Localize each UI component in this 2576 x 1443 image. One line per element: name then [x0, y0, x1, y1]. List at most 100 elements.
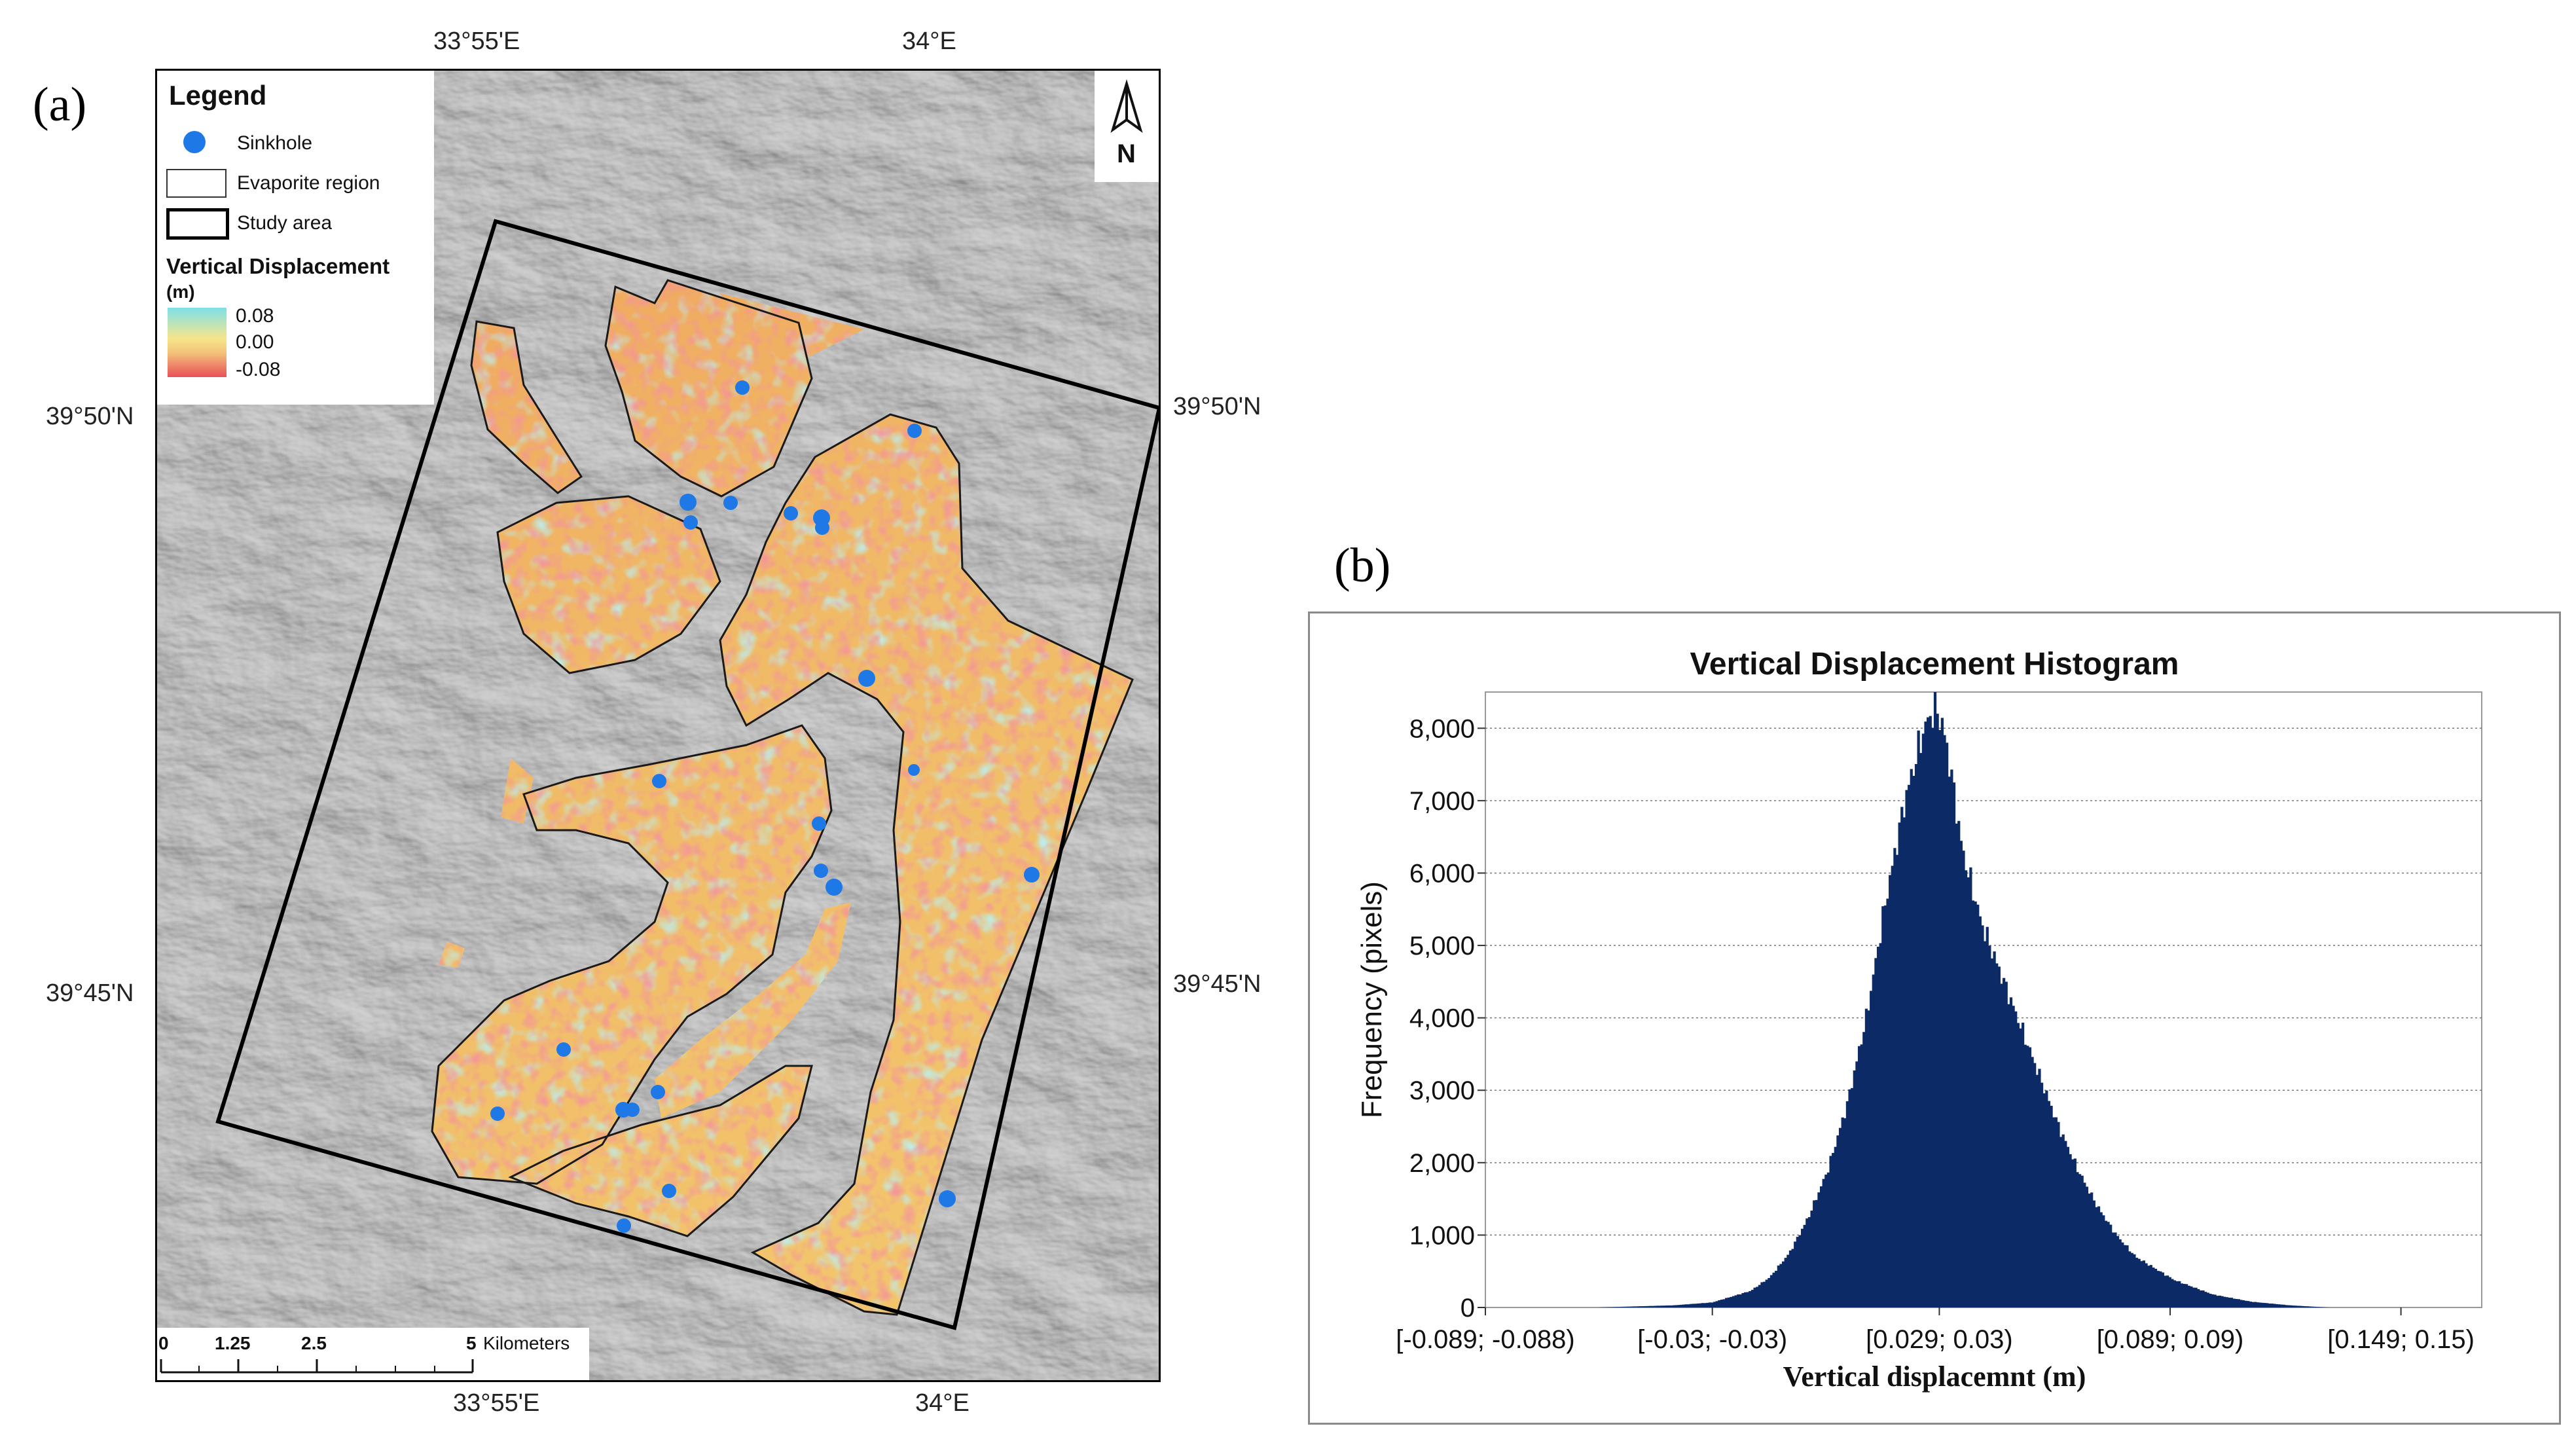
- histogram-bar: [1807, 1216, 1811, 1307]
- histogram-bar: [2298, 1306, 2302, 1307]
- histogram-bar: [2104, 1220, 2108, 1307]
- histogram-bar: [2059, 1137, 2063, 1307]
- histogram-bar: [1739, 1294, 1742, 1307]
- histogram-bar: [2171, 1279, 2174, 1307]
- histogram-bar: [1829, 1156, 1832, 1307]
- y-tick-label: 3,000: [1409, 1076, 1475, 1105]
- histogram-bar: [1777, 1265, 1780, 1307]
- histogram-bar: [2282, 1304, 2285, 1307]
- histogram-bar: [1720, 1300, 1723, 1307]
- histogram-bar: [2159, 1271, 2162, 1307]
- histogram-bar: [1824, 1175, 1828, 1307]
- histogram-bar: [2247, 1301, 2250, 1307]
- histogram-bar: [1984, 941, 1987, 1307]
- histogram-bar: [2061, 1134, 2065, 1307]
- histogram-bar: [1673, 1305, 1676, 1307]
- histogram-bar: [1819, 1186, 1823, 1307]
- histogram-bar: [1687, 1304, 1690, 1307]
- histogram-bar: [1924, 722, 1927, 1307]
- histogram-bar: [1974, 901, 1977, 1307]
- histogram-bar: [2237, 1299, 2240, 1307]
- histogram-bar: [2187, 1285, 2190, 1307]
- histogram-bar: [1730, 1296, 1733, 1307]
- histogram-bar: [2050, 1105, 2053, 1307]
- legend-sinkhole: Sinkhole: [237, 132, 313, 154]
- histogram-bar: [2040, 1082, 2044, 1307]
- histogram-bar: [2192, 1287, 2196, 1307]
- histogram-bar: [2287, 1305, 2291, 1307]
- histogram-bar: [1938, 729, 1942, 1307]
- histogram-bar: [1908, 784, 1911, 1307]
- histogram-bar: [1654, 1306, 1657, 1307]
- histogram-bar: [1768, 1278, 1771, 1307]
- histogram-bar: [1810, 1210, 1813, 1307]
- histogram-bar: [2009, 997, 2013, 1307]
- histogram-bar: [2147, 1266, 2150, 1307]
- histogram-bar: [1946, 742, 1949, 1307]
- histogram-bar: [1990, 958, 1994, 1307]
- histogram-bar: [2019, 1028, 2022, 1307]
- histogram-bar: [1883, 905, 1887, 1307]
- histogram-bar: [2223, 1296, 2226, 1307]
- histogram-bar: [1725, 1298, 1728, 1307]
- panel-b-label: (b): [1334, 539, 1391, 593]
- histogram-bar: [1732, 1296, 1735, 1307]
- map-left-tick-2: 39°45'N: [46, 979, 134, 1007]
- map-left-tick-1: 39°50'N: [46, 403, 134, 430]
- histogram-bar: [1841, 1117, 1844, 1307]
- histogram-bar: [2285, 1305, 2288, 1307]
- histogram-bar: [2128, 1251, 2132, 1307]
- histogram-bar: [2241, 1300, 2245, 1307]
- histogram-bar: [2218, 1295, 2221, 1307]
- histogram-bar: [1902, 817, 1906, 1307]
- histogram-bar: [2266, 1303, 2269, 1307]
- histogram-bar: [1737, 1294, 1740, 1307]
- histogram-bar: [1680, 1304, 1683, 1307]
- histogram-bar: [1670, 1305, 1673, 1307]
- histogram-bar: [1843, 1118, 1847, 1307]
- histogram-bar: [1834, 1146, 1837, 1307]
- histogram-bar: [1689, 1304, 1692, 1307]
- histogram-bar: [2045, 1090, 2048, 1307]
- histogram-bar: [2164, 1275, 2167, 1307]
- histogram-bar: [2066, 1146, 2070, 1307]
- histogram-bar: [1775, 1270, 1778, 1307]
- histogram-bar: [2023, 1044, 2027, 1307]
- histogram-bar: [2154, 1268, 2158, 1307]
- histogram-bar: [2273, 1304, 2276, 1307]
- histogram-bar: [2028, 1047, 2032, 1307]
- y-tick-label: 5,000: [1409, 932, 1475, 960]
- histogram-bar: [2095, 1207, 2098, 1307]
- histogram-bar: [2014, 1011, 2018, 1307]
- histogram-bar: [1682, 1304, 1685, 1307]
- histogram-bar: [1694, 1304, 1697, 1307]
- histogram-bar: [1931, 727, 1934, 1307]
- histogram-bar: [2254, 1302, 2257, 1307]
- histogram-bar: [1838, 1127, 1842, 1307]
- scale-tick-0: 0: [158, 1333, 169, 1353]
- histogram-bar: [2268, 1304, 2272, 1307]
- x-tick-label: [-0.089; -0.088): [1396, 1325, 1575, 1354]
- histogram-bar: [1965, 870, 1968, 1307]
- histogram-bar: [1699, 1303, 1702, 1307]
- histogram-bar: [2090, 1192, 2094, 1307]
- histogram-bar: [2021, 1022, 2025, 1307]
- scale-bar: 0 1.25 2.5 5 Kilometers: [157, 1328, 589, 1380]
- histogram-bar: [2244, 1300, 2247, 1307]
- map-top-tick-1: 33°55'E: [433, 27, 520, 55]
- y-tick-label: 1,000: [1409, 1221, 1475, 1250]
- histogram-bar: [2173, 1280, 2177, 1307]
- histogram-bar: [2178, 1281, 2181, 1307]
- histogram-bar: [1822, 1178, 1825, 1307]
- histogram-bar: [2149, 1265, 2152, 1307]
- histogram-bar: [1933, 692, 1937, 1307]
- histogram-bar: [2140, 1261, 2143, 1307]
- histogram-bar: [1769, 1275, 1773, 1307]
- histogram-bar: [2275, 1304, 2278, 1307]
- histogram-bar: [2116, 1235, 2120, 1307]
- histogram-bar: [1718, 1300, 1721, 1307]
- histogram-bar: [2111, 1232, 2114, 1307]
- histogram-bar: [1957, 820, 1961, 1307]
- histogram-bar: [2256, 1302, 2259, 1307]
- histogram-bar: [2083, 1182, 2086, 1307]
